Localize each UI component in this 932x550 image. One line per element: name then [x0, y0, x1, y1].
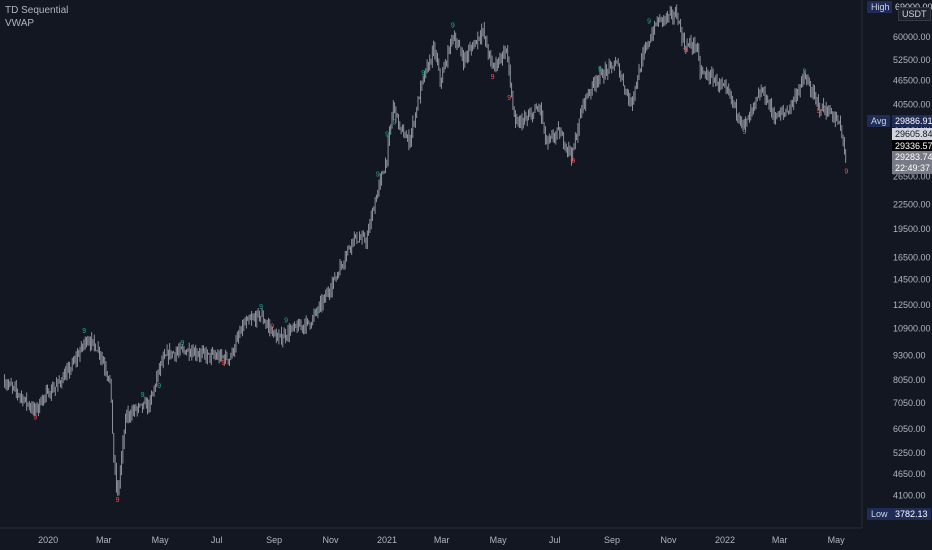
td-sequential-sell-marker: 9	[33, 414, 37, 421]
y-tick-label: 7050.00	[893, 398, 926, 408]
y-tick-label: 8050.00	[893, 375, 926, 385]
td-sequential-sell-marker: 9	[270, 323, 274, 330]
td-sequential-buy-marker: 9	[259, 304, 263, 311]
y-tick-label: 14500.00	[893, 275, 931, 285]
x-tick-label: May	[490, 535, 508, 545]
x-tick-label: May	[152, 535, 170, 545]
y-tick-label: 19500.00	[893, 224, 931, 234]
td-sequential-buy-marker: 9	[157, 383, 161, 390]
x-tick-label: Jul	[211, 535, 223, 545]
x-tick-label: Sep	[266, 535, 282, 545]
y-tick-label: 26500.00	[893, 172, 931, 182]
td-sequential-sell-marker: 9	[116, 497, 120, 504]
td-sequential-sell-marker: 9	[507, 95, 511, 102]
currency-button[interactable]: USDT	[898, 7, 931, 21]
td-sequential-sell-marker: 9	[817, 108, 821, 115]
x-tick-label: Nov	[323, 535, 340, 545]
y-tick-label: 16500.00	[893, 253, 931, 263]
td-sequential-buy-marker: 9	[385, 132, 389, 139]
low-price-label: 3782.13	[892, 508, 931, 520]
td-sequential-buy-marker: 9	[392, 119, 396, 126]
y-tick-label: 4100.00	[893, 490, 926, 500]
x-tick-label: Mar	[434, 535, 450, 545]
indicator-td-sequential[interactable]: TD Sequential	[5, 5, 69, 16]
x-tick-label: Nov	[661, 535, 678, 545]
td-sequential-sell-marker: 9	[491, 74, 495, 81]
avg-tag: Avg	[867, 115, 891, 127]
td-sequential-buy-marker: 9	[376, 172, 380, 179]
last-price-label: 29283.74	[892, 151, 932, 163]
td-sequential-sell-marker: 9	[221, 360, 225, 367]
td-sequential-buy-marker: 9	[180, 340, 184, 347]
y-tick-label: 46500.00	[893, 76, 931, 86]
x-tick-label: 2021	[377, 535, 397, 545]
y-tick-label: 4650.00	[893, 469, 926, 479]
low-tag: Low	[867, 508, 892, 520]
x-tick-label: Mar	[772, 535, 788, 545]
td-sequential-buy-marker: 9	[803, 68, 807, 75]
td-sequential-buy-marker: 9	[141, 392, 145, 399]
td-sequential-buy-marker: 9	[598, 67, 602, 74]
x-tick-label: 2020	[38, 535, 58, 545]
x-tick-label: Sep	[604, 535, 620, 545]
td-sequential-buy-marker: 9	[647, 18, 651, 25]
y-tick-label: 22500.00	[893, 200, 931, 210]
x-tick-label: 2022	[715, 535, 735, 545]
td-sequential-sell-marker: 9	[844, 169, 848, 176]
indicator-vwap[interactable]: VWAP	[5, 18, 35, 29]
y-tick-label: 9300.00	[893, 351, 926, 361]
y-tick-label: 52500.00	[893, 55, 931, 65]
y-tick-label: 10900.00	[893, 323, 931, 333]
x-tick-label: Mar	[96, 535, 112, 545]
td-sequential-sell-marker: 9	[683, 47, 687, 54]
td-sequential-buy-marker: 9	[284, 317, 288, 324]
x-tick-label: May	[828, 535, 846, 545]
x-tick-label: Jul	[549, 535, 561, 545]
td-sequential-sell-marker: 9	[571, 158, 575, 165]
td-sequential-sell-marker: 9	[742, 129, 746, 136]
y-tick-label: 5250.00	[893, 448, 926, 458]
high-tag: High	[867, 1, 894, 13]
td-sequential-buy-marker: 9	[82, 328, 86, 335]
td-sequential-buy-marker: 9	[451, 22, 455, 29]
td-sequential-buy-marker: 9	[315, 308, 319, 315]
avg-price-label: 29886.91	[892, 115, 932, 127]
y-tick-label: 6050.00	[893, 424, 926, 434]
td-sequential-buy-marker: 9	[421, 70, 425, 77]
y-tick-label: 40500.00	[893, 99, 931, 109]
y-tick-label: 60000.00	[893, 32, 931, 42]
vwap-price-label: 29605.84	[892, 128, 932, 140]
bar-countdown-label: 22:49:37	[892, 162, 932, 174]
y-tick-label: 12500.00	[893, 300, 931, 310]
crosshair-price-label: 29336.57	[892, 140, 932, 152]
